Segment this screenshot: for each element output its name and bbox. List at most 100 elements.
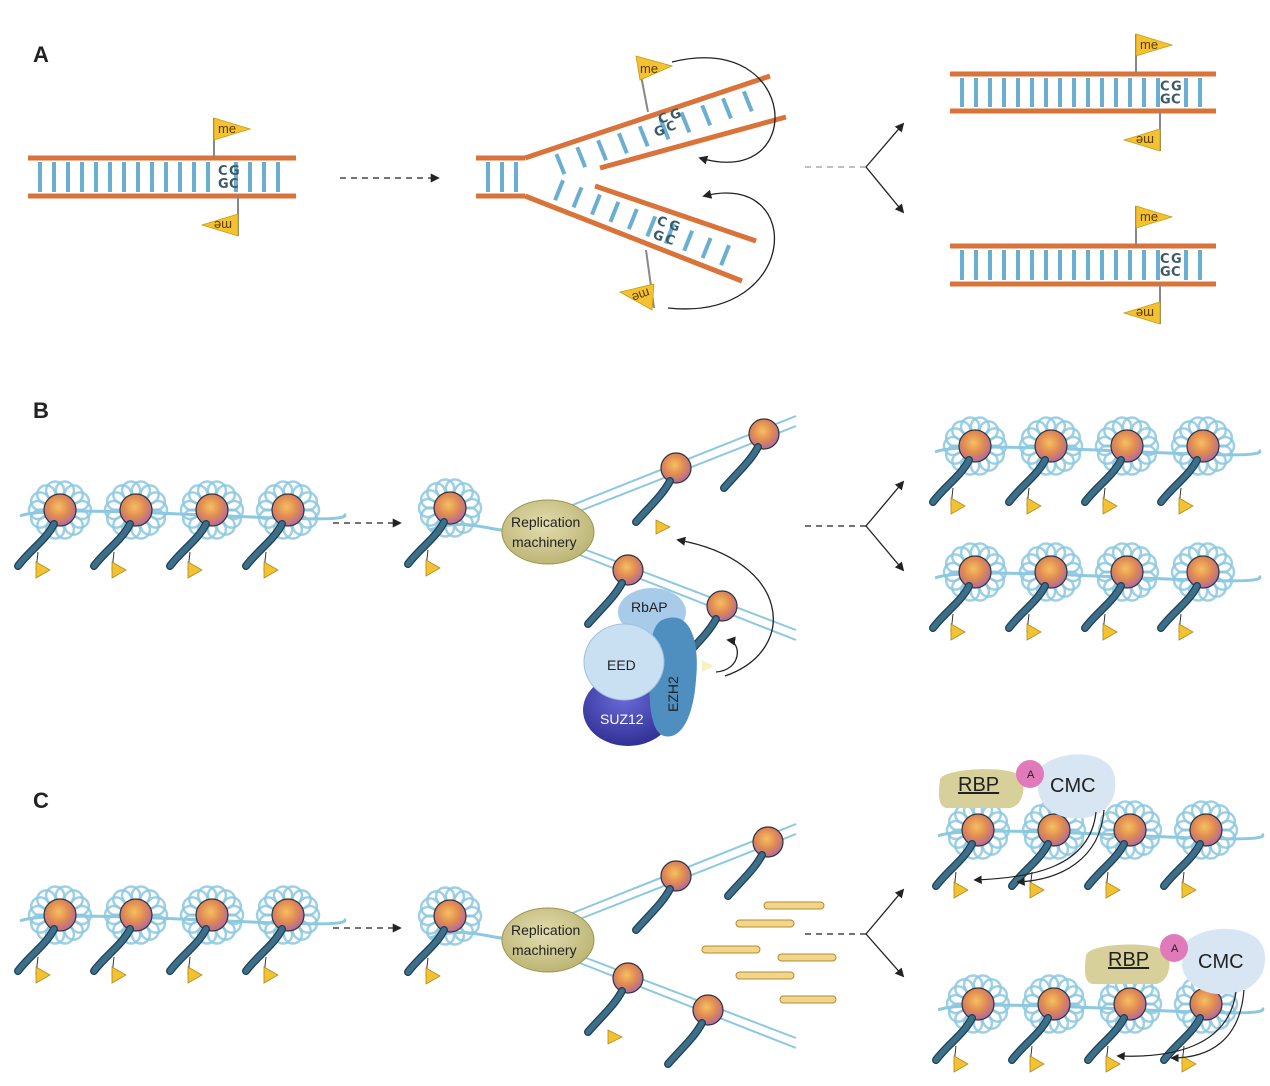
base-pair: [721, 97, 733, 120]
histone-core: [1189, 813, 1223, 847]
histone-core: [1034, 429, 1068, 463]
h3k27me3-mark: [263, 966, 279, 984]
daughter-strand-lower-b: [561, 547, 797, 641]
cmc-arrow-bottom-2: [1116, 991, 1237, 1061]
nucleosome: [1005, 542, 1084, 641]
h3k27me3-mark: [953, 1055, 969, 1073]
histone-core: [271, 493, 305, 527]
replication-machinery: [501, 907, 595, 973]
split-arrow-c: [805, 888, 905, 978]
histone-core: [1110, 555, 1144, 589]
chromatin-daughter-c-bottom: [932, 974, 1265, 1073]
histone-tail: [633, 478, 673, 525]
replication-label-line1: Replication: [511, 514, 580, 530]
dna-duplex-daughter-top: C GG Cme me: [950, 33, 1216, 152]
histone-tail: [91, 521, 133, 569]
histone-core: [1037, 987, 1071, 1021]
nucleosome: [242, 885, 321, 984]
histone-tail: [1158, 457, 1200, 505]
methyl-flag: me: [1122, 284, 1161, 325]
base-c-lower-2: C: [663, 232, 677, 249]
replication-label-line2: machinery: [512, 534, 577, 550]
nucleosome-new: [664, 994, 724, 1068]
histone-tail: [1009, 1015, 1051, 1063]
histone-tail: [167, 926, 209, 974]
chromatin-replication-fork-c: Replication machinery: [404, 823, 797, 1068]
curved-arrow-b-short: [715, 636, 738, 673]
nucleosome-new: [584, 554, 644, 628]
histone-core: [612, 554, 644, 586]
histone-tail: [933, 1015, 975, 1063]
histone-tail: [1085, 1015, 1127, 1063]
replication-label-line1: Replication: [511, 922, 580, 938]
histone-tail: [167, 521, 209, 569]
nucleosome: [1008, 800, 1087, 899]
nucleosome: [166, 885, 245, 984]
methyl-flag: me: [213, 117, 252, 158]
h3k27me3-mark: [425, 559, 441, 577]
histone-tail: [1161, 841, 1203, 889]
methyl-flag: me: [1135, 33, 1174, 74]
methyl-label: me: [1136, 133, 1154, 148]
nucleosome: [1157, 542, 1236, 641]
chromatin-daughter-c-top: [932, 800, 1265, 899]
histone-core: [43, 898, 77, 932]
histone-tail: [243, 926, 285, 974]
flag-pennant: [213, 117, 252, 141]
h3k27me3-mark: [425, 967, 441, 985]
methyl-label: me: [214, 218, 232, 233]
nucleosome-new: [720, 418, 780, 492]
panel-b: Replication machinery RbAP EED EZH2 SUZ12: [14, 415, 1262, 746]
nucleosome: [14, 480, 93, 579]
methyl-flag: me: [635, 55, 674, 113]
h3k27me3-mark: [1102, 497, 1118, 515]
rbap-label: RbAP: [631, 599, 668, 615]
h3k27me3-mark: [35, 561, 51, 579]
histone-tail: [933, 841, 975, 889]
histone-core: [961, 987, 995, 1021]
base-c-top: C: [1160, 80, 1170, 95]
histone-tail: [585, 988, 625, 1035]
nucleosome: [932, 974, 1011, 1073]
rbp-blob-bottom: [1084, 944, 1170, 984]
histone-core: [1034, 555, 1068, 589]
base-g-top: G: [1171, 252, 1182, 267]
rna-fragment: [779, 995, 837, 1004]
base-pair: [626, 208, 639, 230]
histone-tail: [930, 583, 972, 631]
h3k27me3-mark: [1029, 1055, 1045, 1073]
nucleosome: [929, 416, 1008, 515]
dna-duplex-parent: C GG Cme me: [28, 117, 296, 237]
cmc-label-top: CMC: [1050, 775, 1096, 797]
panel-c: Replication machinery RBP A CMC RBP: [14, 754, 1266, 1073]
nucleosome: [90, 885, 169, 984]
curved-arrow-b-long: [676, 536, 774, 677]
acetyl-label-bottom: A: [1171, 943, 1179, 955]
nucleosome: [1160, 800, 1239, 899]
histone-tail: [405, 519, 447, 567]
maintenance-arrow-upper: [671, 57, 776, 165]
base-pair: [608, 201, 621, 223]
base-pair: [596, 139, 608, 161]
histone-core: [195, 898, 229, 932]
nucleosome-new: [584, 962, 644, 1045]
histone-core: [748, 418, 780, 450]
base-pair: [741, 90, 754, 113]
cmc-blob-top: [1038, 754, 1116, 819]
h3k27me3-mark: [111, 966, 127, 984]
h3k27me3-mark: [187, 561, 203, 579]
methyl-label: me: [1140, 37, 1158, 52]
chromatin-daughter-b-top: [929, 416, 1262, 515]
flag-pennant: [1135, 33, 1174, 57]
base-c-bottom: C: [1171, 265, 1181, 280]
base-pair: [645, 215, 658, 238]
histone-tail: [91, 926, 133, 974]
chromatin-parent-c: [14, 885, 347, 984]
base-pair: [700, 104, 713, 127]
chromatin-parent-b: [14, 480, 347, 579]
methyl-flag: me: [1122, 111, 1161, 152]
histone-core: [1113, 987, 1147, 1021]
dna-duplex-daughter-bottom: C GG Cme me: [950, 205, 1216, 325]
histone-core: [1186, 555, 1220, 589]
base-c-bottom: C: [229, 177, 239, 192]
